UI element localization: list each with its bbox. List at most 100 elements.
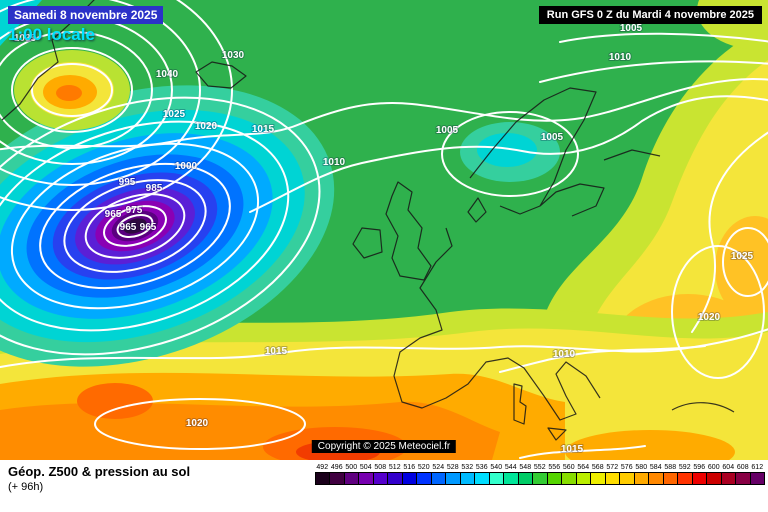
legend-tick-label: 556 [548,464,561,471]
legend-color-cell [619,472,635,485]
legend-color-cell [706,472,722,485]
legend-step: 548 [517,463,533,485]
legend-tick-label: 576 [620,464,633,471]
legend-step: 556 [546,463,562,485]
isobar-label: 1005 [620,23,643,34]
forecast-date-box: Samedi 8 novembre 2025 1:00 locale [8,6,164,45]
legend-tick-label: 512 [388,464,401,471]
footer-bar: Géop. Z500 & pression au sol (+ 96h) 492… [0,460,768,512]
isobar-label: 1010 [609,52,632,63]
isobar-label: 985 [146,183,163,194]
isobar-label: 1010 [553,349,576,360]
legend-color-cell [749,472,765,485]
legend-tick-label: 552 [533,464,546,471]
legend-tick-label: 596 [693,464,706,471]
legend-tick-label: 572 [606,464,619,471]
forecast-lead-time: (+ 96h) [8,481,44,493]
legend-step: 592 [677,463,693,485]
legend-color-cell [633,472,649,485]
isobar-label: 1040 [156,69,179,80]
legend-color-cell [677,472,693,485]
legend-tick-label: 504 [359,464,372,471]
legend-color-cell [445,472,461,485]
legend-tick-label: 516 [403,464,416,471]
isobar-label: 1005 [541,132,564,143]
isobar-lines [0,0,768,459]
chart-caption: Géop. Z500 & pression au sol (+ 96h) [8,464,190,493]
legend-step: 588 [662,463,678,485]
legend-step: 568 [590,463,606,485]
isobar-label: 1035 [14,33,37,44]
legend-step: 612 [749,463,765,485]
isobar-label: 1005 [436,125,459,136]
legend-step: 600 [706,463,722,485]
legend-tick-label: 520 [417,464,430,471]
legend-step: 552 [532,463,548,485]
chart-title: Géop. Z500 & pression au sol [8,464,191,479]
legend-tick-label: 524 [432,464,445,471]
legend-color-cell [720,472,736,485]
legend-color-cell [372,472,388,485]
forecast-date: Samedi 8 novembre 2025 [8,6,164,24]
legend-step: 496 [329,463,345,485]
legend-step: 580 [633,463,649,485]
legend-color-cell [459,472,475,485]
isobar-label: 1020 [195,121,218,132]
isobar-label: 1025 [163,109,186,120]
legend-step: 584 [648,463,664,485]
copyright-notice: Copyright © 2025 Meteociel.fr [311,440,457,453]
legend-color-cell [735,472,751,485]
legend-color-cell [575,472,591,485]
legend-step: 516 [401,463,417,485]
legend-step: 528 [445,463,461,485]
legend-color-cell [546,472,562,485]
isobar-label: 1025 [731,251,754,262]
isobar-label: 975 [126,205,143,216]
legend-step: 520 [416,463,432,485]
legend-color-cell [532,472,548,485]
legend-color-cell [590,472,606,485]
isobar-label: 965 [140,222,157,233]
legend-step: 500 [343,463,359,485]
legend: 492 496 500 504 508 512 516 520 524 528 532 536 540 5… [314,463,765,485]
legend-tick-label: 496 [330,464,343,471]
legend-step: 564 [575,463,591,485]
legend-step: 492 [314,463,330,485]
legend-tick-label: 592 [678,464,691,471]
isobar-label: 1015 [561,444,584,455]
legend-step: 560 [561,463,577,485]
legend-tick-label: 492 [316,464,329,471]
legend-step: 596 [691,463,707,485]
legend-tick-label: 508 [374,464,387,471]
isobar-label: 1020 [186,418,209,429]
legend-step: 536 [474,463,490,485]
legend-step: 508 [372,463,388,485]
legend-tick-label: 600 [707,464,720,471]
coastlines [1,0,735,441]
forecast-local-time: 1:00 locale [8,25,95,44]
legend-color-cell [416,472,432,485]
isobar-labels: 1035 1030 1040 1025 1020 1015 1010 1005 1005 1010… [13,22,755,456]
legend-tick-label: 544 [504,464,517,471]
legend-color-cell [691,472,707,485]
legend-color-cell [358,472,374,485]
legend-tick-label: 548 [519,464,532,471]
legend-color-cell [517,472,533,485]
legend-tick-label: 568 [591,464,604,471]
legend-step: 544 [503,463,519,485]
isobar-label: 1020 [698,312,721,323]
legend-tick-label: 532 [461,464,474,471]
legend-color-cell [474,472,490,485]
legend-step: 576 [619,463,635,485]
legend-step: 608 [735,463,751,485]
legend-tick-label: 612 [751,464,764,471]
legend-color-cell [387,472,403,485]
legend-tick-label: 604 [722,464,735,471]
legend-step: 540 [488,463,504,485]
legend-tick-label: 588 [664,464,677,471]
legend-step: 532 [459,463,475,485]
legend-color-cell [401,472,417,485]
legend-tick-label: 540 [490,464,503,471]
legend-color-cell [648,472,664,485]
